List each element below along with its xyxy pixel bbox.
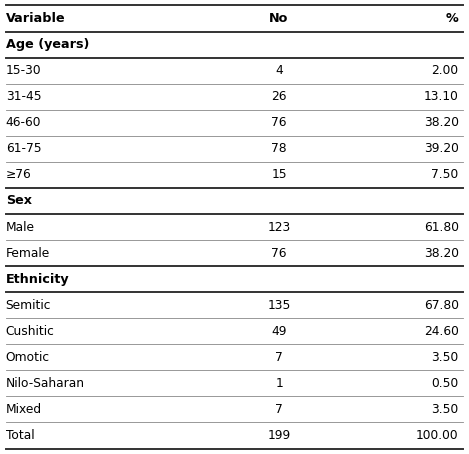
Text: Male: Male	[6, 221, 35, 233]
Text: Omotic: Omotic	[6, 351, 50, 364]
Text: No: No	[269, 12, 289, 25]
Text: Total: Total	[6, 429, 34, 442]
Text: 13.10: 13.10	[424, 90, 459, 103]
Text: 49: 49	[271, 325, 287, 338]
Text: 123: 123	[267, 221, 291, 233]
Text: 1: 1	[275, 377, 283, 390]
Text: 39.20: 39.20	[424, 142, 459, 155]
Text: 31-45: 31-45	[6, 90, 41, 103]
Text: 46-60: 46-60	[6, 116, 41, 129]
Text: ≥76: ≥76	[6, 168, 31, 181]
Text: 61.80: 61.80	[424, 221, 459, 233]
Text: 15: 15	[271, 168, 287, 181]
Text: Female: Female	[6, 247, 50, 260]
Text: Nilo-Saharan: Nilo-Saharan	[6, 377, 84, 390]
Text: 3.50: 3.50	[431, 351, 459, 364]
Text: 15-30: 15-30	[6, 64, 41, 77]
Text: 78: 78	[271, 142, 287, 155]
Text: Age (years): Age (years)	[6, 38, 89, 51]
Text: %: %	[446, 12, 459, 25]
Text: Semitic: Semitic	[6, 299, 51, 312]
Text: Ethnicity: Ethnicity	[6, 273, 69, 286]
Text: 100.00: 100.00	[416, 429, 459, 442]
Text: Mixed: Mixed	[6, 403, 42, 416]
Text: 4: 4	[275, 64, 283, 77]
Text: 67.80: 67.80	[424, 299, 459, 312]
Text: 38.20: 38.20	[424, 247, 459, 260]
Text: 76: 76	[271, 247, 287, 260]
Text: 0.50: 0.50	[431, 377, 459, 390]
Text: 7: 7	[275, 403, 283, 416]
Text: 2.00: 2.00	[431, 64, 459, 77]
Text: 199: 199	[267, 429, 291, 442]
Text: 3.50: 3.50	[431, 403, 459, 416]
Text: Cushitic: Cushitic	[6, 325, 54, 338]
Text: Sex: Sex	[6, 194, 31, 207]
Text: 7.50: 7.50	[431, 168, 459, 181]
Text: 38.20: 38.20	[424, 116, 459, 129]
Text: 24.60: 24.60	[424, 325, 459, 338]
Text: 76: 76	[271, 116, 287, 129]
Text: 7: 7	[275, 351, 283, 364]
Text: Variable: Variable	[6, 12, 65, 25]
Text: 26: 26	[271, 90, 287, 103]
Text: 135: 135	[267, 299, 291, 312]
Text: 61-75: 61-75	[6, 142, 41, 155]
